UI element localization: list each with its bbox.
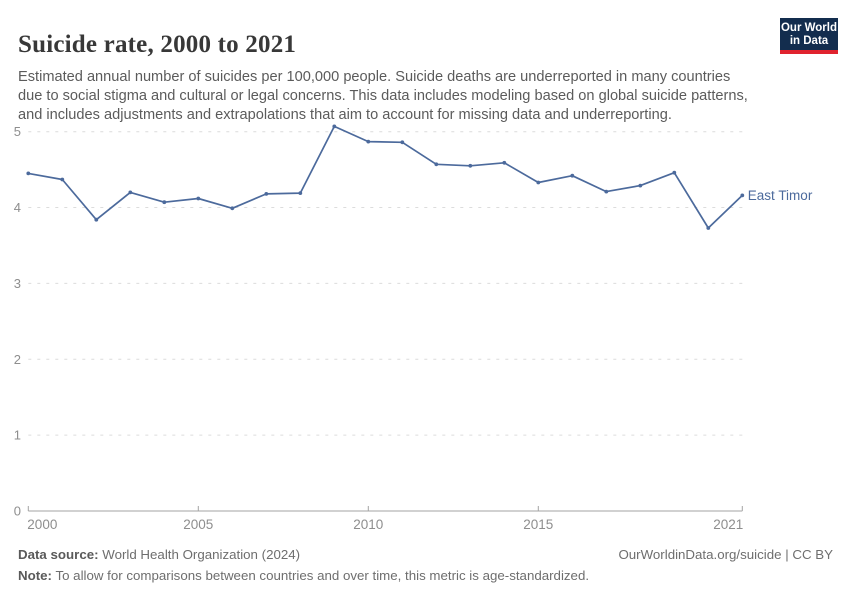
- datasource-value: World Health Organization (2024): [98, 547, 301, 562]
- data-point: [672, 170, 677, 175]
- data-point: [264, 192, 269, 196]
- x-tick-label: 2015: [523, 517, 553, 532]
- footer-note: Note: To allow for comparisons between c…: [18, 568, 589, 583]
- data-point: [298, 191, 303, 195]
- y-tick-label: 1: [14, 428, 21, 443]
- datasource-label: Data source:: [18, 547, 99, 562]
- x-tick-label: 2005: [183, 517, 213, 532]
- y-tick-label: 4: [14, 200, 21, 215]
- line-chart: 0 1 2 3 4 5 2000 2005 2010 2015 2021 East Timor: [14, 124, 813, 532]
- data-point: [740, 193, 745, 198]
- data-point: [468, 163, 473, 168]
- note-label: Note:: [18, 568, 52, 583]
- owid-logo-line1: Our World: [780, 22, 837, 34]
- data-point: [366, 139, 371, 144]
- data-point: [60, 177, 65, 182]
- data-point: [26, 171, 31, 176]
- data-point: [230, 206, 235, 211]
- data-point: [604, 189, 609, 194]
- y-tick-label: 5: [14, 124, 21, 139]
- data-point: [706, 226, 711, 230]
- x-tick-label: 2000: [27, 517, 57, 532]
- owid-logo-line2: in Data: [789, 34, 829, 47]
- footer-datasource: Data source: World Health Organization (…: [18, 547, 300, 562]
- x-tick-label: 2021: [713, 517, 743, 532]
- x-tick-label: 2010: [353, 517, 383, 532]
- data-point: [94, 217, 99, 222]
- owid-logo-accent-bar: [780, 50, 838, 54]
- data-point: [332, 124, 337, 129]
- owid-logo: Our World in Data: [780, 18, 838, 50]
- data-point: [502, 160, 507, 165]
- y-tick-label: 2: [14, 352, 21, 367]
- data-point: [536, 180, 541, 185]
- data-point: [196, 196, 201, 201]
- data-point: [162, 200, 167, 205]
- y-tick-label: 0: [14, 504, 21, 519]
- series-label: East Timor: [748, 188, 813, 203]
- data-point: [638, 183, 643, 188]
- y-tick-label: 3: [14, 276, 21, 291]
- data-point: [400, 140, 405, 145]
- data-point: [570, 173, 575, 178]
- footer-license: OurWorldinData.org/suicide | CC BY: [618, 547, 833, 562]
- data-point: [128, 190, 133, 195]
- chart-subtitle: Estimated annual number of suicides per …: [18, 68, 748, 124]
- note-value: To allow for comparisons between countri…: [51, 568, 590, 583]
- data-point: [434, 162, 439, 167]
- data-line: [28, 125, 743, 229]
- chart-title: Suicide rate, 2000 to 2021: [18, 30, 297, 58]
